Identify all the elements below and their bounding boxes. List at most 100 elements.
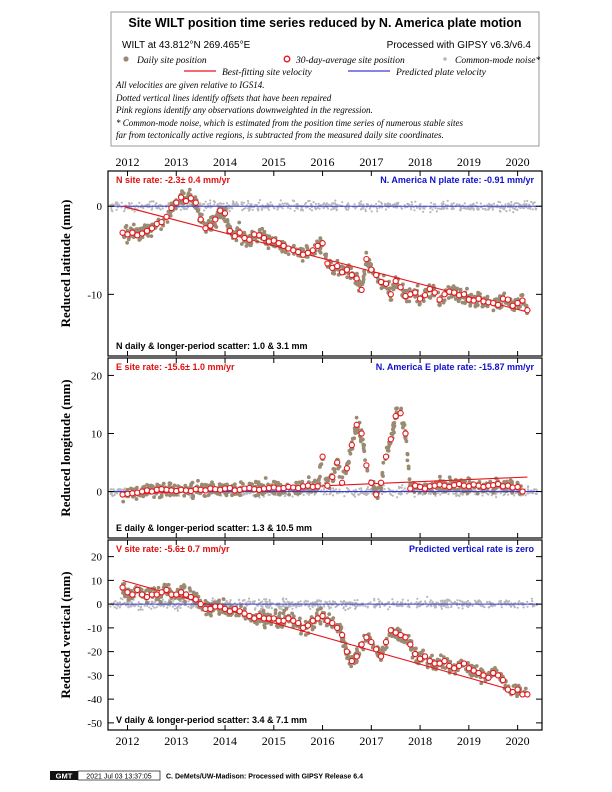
common-mode-point	[110, 488, 113, 491]
avg30-point	[163, 586, 170, 594]
daily-position-point	[224, 493, 229, 498]
common-mode-point	[354, 488, 357, 491]
avg30-point	[436, 660, 443, 667]
avg30-point	[319, 240, 326, 247]
common-mode-point	[391, 494, 394, 497]
common-mode-point	[269, 201, 272, 204]
common-mode-point	[373, 599, 376, 602]
avg30-point	[382, 638, 390, 646]
common-mode-point	[147, 203, 150, 206]
common-mode-point	[116, 488, 119, 491]
common-mode-point	[409, 206, 412, 209]
common-mode-point	[483, 606, 486, 609]
common-mode-point	[476, 207, 479, 211]
daily-position-point	[257, 228, 262, 232]
daily-position-point	[124, 223, 129, 228]
common-mode-point	[276, 208, 279, 211]
common-mode-point	[307, 200, 310, 203]
daily-position-point	[465, 286, 469, 291]
common-mode-point	[151, 206, 154, 210]
daily-position-point	[410, 655, 415, 660]
daily-position-point	[349, 664, 354, 669]
common-mode-point	[444, 601, 447, 604]
common-mode-point	[173, 607, 176, 610]
common-mode-point	[351, 604, 354, 607]
avg30-point	[353, 421, 360, 428]
daily-position-point	[303, 619, 308, 624]
common-mode-point	[116, 201, 119, 204]
avg30-point	[373, 491, 380, 498]
common-mode-point	[332, 202, 335, 205]
daily-position-point	[447, 475, 452, 480]
daily-position-point	[290, 611, 294, 616]
daily-position-point	[402, 640, 406, 645]
top-year-tick-label: 2016	[311, 155, 335, 169]
y-tick-label: 0	[97, 201, 103, 213]
daily-position-point	[356, 428, 360, 432]
daily-position-point	[187, 187, 192, 192]
common-mode-point	[428, 601, 431, 604]
legend-common-label: Common-mode noise*	[455, 56, 540, 66]
daily-position-point	[354, 282, 359, 286]
common-mode-point	[387, 487, 390, 490]
avg30-point	[299, 624, 307, 632]
common-mode-point	[118, 601, 122, 604]
avg30-point	[217, 207, 224, 214]
top-year-tick-label: 2020	[506, 155, 530, 169]
common-mode-point	[457, 606, 460, 610]
common-mode-point	[327, 207, 330, 210]
common-mode-point	[323, 605, 326, 608]
common-mode-point	[358, 487, 361, 490]
common-mode-point	[187, 605, 190, 608]
daily-position-point	[392, 424, 397, 428]
common-mode-point	[265, 600, 269, 603]
common-mode-point	[526, 600, 529, 604]
avg30-point	[455, 292, 463, 299]
avg30-point	[221, 210, 229, 217]
avg30-point	[524, 691, 531, 698]
common-mode-point	[311, 604, 314, 608]
common-mode-point	[209, 202, 212, 205]
avg30-point	[187, 593, 195, 601]
common-mode-point	[148, 200, 151, 203]
common-mode-point	[366, 488, 369, 491]
daily-position-point	[229, 604, 233, 609]
common-mode-point	[437, 491, 440, 494]
common-mode-point	[283, 600, 286, 603]
avg30-point	[314, 242, 321, 250]
common-mode-point	[257, 604, 260, 607]
daily-position-point	[381, 460, 386, 465]
common-mode-point	[489, 206, 492, 209]
avg30-point	[192, 596, 199, 603]
note-line-1: All velocities are given relative to IGS…	[115, 80, 265, 90]
common-mode-point	[150, 208, 153, 211]
common-mode-point	[479, 604, 482, 607]
common-mode-point	[198, 203, 201, 207]
common-mode-point	[445, 606, 448, 609]
common-mode-point	[495, 496, 498, 499]
daily-position-point	[215, 600, 220, 605]
footer-timestamp: 2021 Jul 03 13:37:05	[86, 774, 151, 781]
top-year-tick-label: 2019	[457, 155, 481, 169]
common-mode-point	[265, 598, 268, 601]
common-mode-point	[431, 208, 434, 211]
common-mode-point	[440, 208, 443, 211]
common-mode-point	[238, 601, 241, 604]
daily-position-point	[386, 448, 391, 453]
daily-position-point	[362, 449, 367, 454]
daily-position-point	[407, 287, 412, 291]
common-mode-point	[508, 209, 511, 212]
avg30-point	[377, 479, 385, 486]
daily-position-point	[364, 250, 369, 255]
daily-position-point	[405, 451, 410, 456]
common-mode-point	[310, 202, 313, 206]
common-mode-point	[429, 211, 432, 214]
common-mode-point	[218, 202, 222, 205]
avg30-point	[197, 600, 204, 608]
daily-position-point	[395, 626, 400, 631]
common-mode-point	[228, 210, 231, 213]
avg30-point	[158, 589, 165, 596]
common-mode-point	[115, 607, 118, 610]
common-mode-point	[235, 201, 238, 204]
avg30-point	[295, 248, 302, 256]
